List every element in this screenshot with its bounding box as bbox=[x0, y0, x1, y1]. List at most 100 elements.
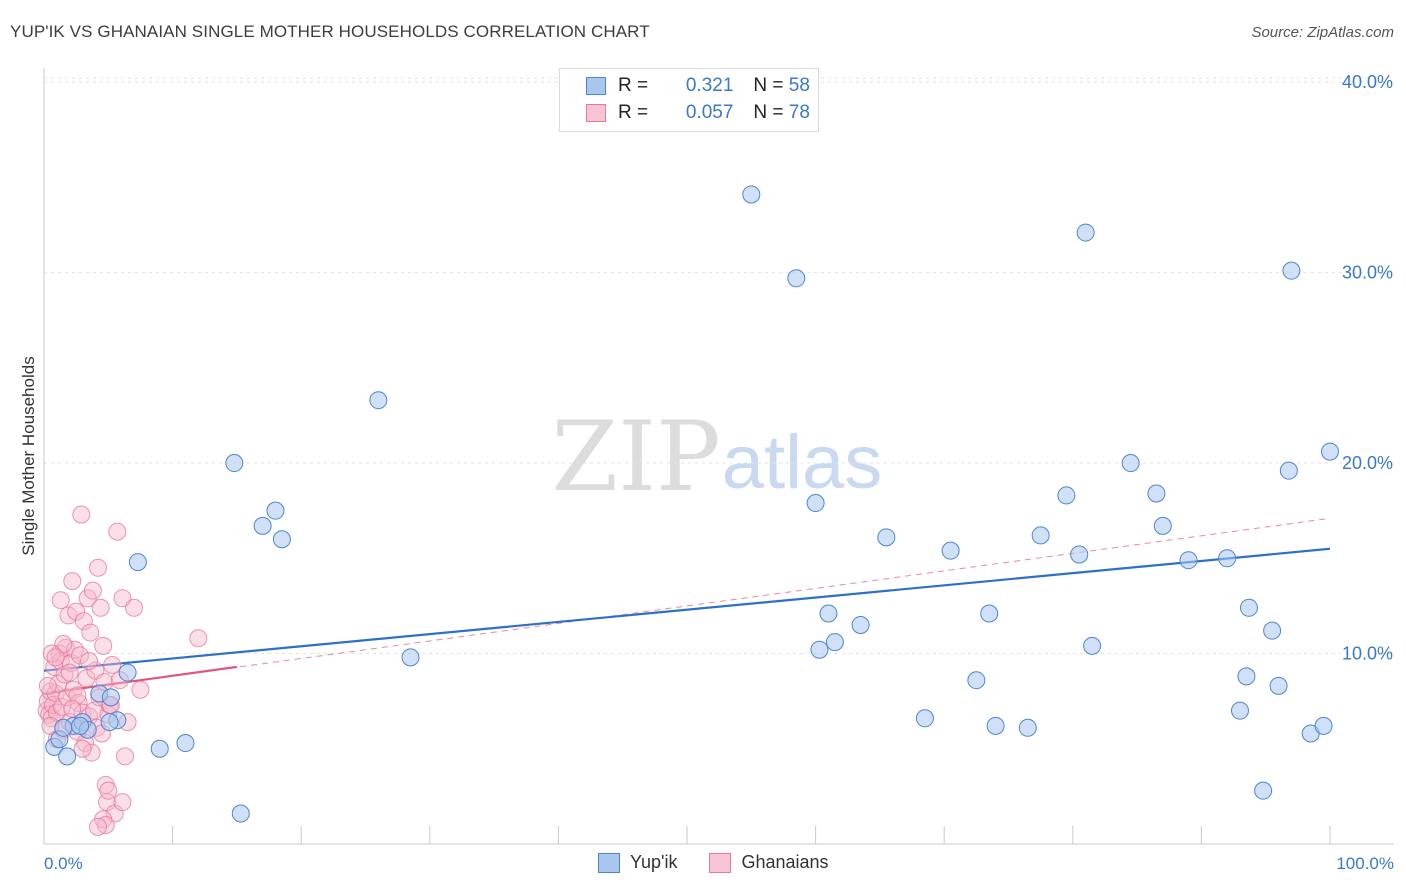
yupik-point bbox=[1179, 551, 1198, 570]
x-tick-label-right: 100.0% bbox=[1336, 854, 1394, 873]
series-label-yupik: Yup'ik bbox=[630, 852, 678, 872]
series-legend-ghanaians: Ghanaians bbox=[709, 852, 829, 873]
yupik-point bbox=[71, 716, 90, 735]
yupik-point bbox=[118, 663, 137, 682]
yupik-point bbox=[100, 713, 119, 732]
legend-n-label: N = bbox=[753, 102, 784, 123]
legend-r-label: R = bbox=[618, 75, 649, 96]
yupik-point bbox=[176, 734, 195, 753]
watermark: ZIP atlas bbox=[551, 401, 882, 513]
watermark-atlas: atlas bbox=[722, 420, 883, 505]
y-axis-label: Single Mother Households bbox=[19, 356, 38, 555]
yupik-point bbox=[941, 541, 960, 560]
ghanaians-point bbox=[82, 743, 101, 762]
legend-n-yupik: 58 bbox=[788, 75, 810, 96]
legend-n-ghanaians: 78 bbox=[788, 102, 810, 123]
legend-r-yupik: 0.321 bbox=[685, 75, 734, 96]
ghanaians-point bbox=[38, 676, 57, 695]
yupik-point bbox=[128, 553, 147, 572]
yupik-point bbox=[877, 528, 896, 547]
legend-swatch-yupik bbox=[586, 77, 606, 95]
yupik-point bbox=[915, 709, 934, 728]
ghanaians-point bbox=[54, 635, 73, 653]
yupik-point bbox=[369, 391, 388, 410]
ghanaians-trend-line bbox=[43, 665, 238, 695]
y-tick-labels: 10.0% 20.0% 30.0% 40.0% bbox=[1342, 72, 1393, 663]
yupik-point bbox=[1263, 621, 1282, 640]
yupik-point bbox=[1083, 636, 1102, 655]
yupik-point bbox=[967, 671, 986, 690]
yupik-trend-line bbox=[43, 547, 1331, 672]
yupik-point bbox=[54, 718, 73, 737]
yupik-point bbox=[980, 604, 999, 623]
ghanaians-point bbox=[71, 646, 90, 665]
yupik-point bbox=[1076, 223, 1095, 242]
ghanaians-point bbox=[189, 629, 208, 648]
yupik-point bbox=[819, 604, 838, 623]
ghanaians-point bbox=[83, 581, 102, 600]
y-tick-label: 10.0% bbox=[1342, 644, 1393, 664]
yupik-point bbox=[1282, 261, 1301, 280]
yupik-point bbox=[58, 747, 77, 766]
ghanaians-point bbox=[81, 623, 100, 642]
yupik-point bbox=[1153, 516, 1172, 535]
yupik-point bbox=[1314, 716, 1333, 735]
x-ticks bbox=[43, 826, 1331, 844]
legend-r-label: R = bbox=[618, 102, 649, 123]
yupik-point bbox=[825, 633, 844, 652]
ghanaians-point bbox=[67, 602, 86, 621]
legend-row-yupik: R = 0.321 N = 58 bbox=[586, 73, 810, 99]
ghanaians-trend-extended bbox=[43, 517, 1331, 695]
ghanaians-point bbox=[60, 663, 79, 682]
ghanaians-point bbox=[125, 598, 144, 617]
yupik-point bbox=[266, 501, 285, 520]
ghanaians-point bbox=[77, 669, 96, 688]
watermark-zip: ZIP bbox=[551, 401, 720, 513]
ghanaians-point bbox=[116, 747, 135, 766]
yupik-point bbox=[225, 454, 244, 473]
yupik-point bbox=[253, 516, 272, 535]
yupik-point bbox=[101, 688, 120, 707]
yupik-point bbox=[787, 269, 806, 288]
trend-lines bbox=[43, 517, 1331, 695]
series-swatch-yupik bbox=[598, 852, 620, 873]
series-legend-yupik: Yup'ik bbox=[598, 852, 677, 873]
yupik-point bbox=[742, 185, 761, 204]
ghanaians-point bbox=[96, 815, 115, 834]
ghanaians-point bbox=[91, 598, 110, 617]
ghanaians-point bbox=[65, 640, 84, 659]
yupik-point bbox=[1121, 454, 1140, 473]
yupik-point bbox=[1147, 484, 1166, 503]
yupik-point bbox=[1254, 781, 1273, 800]
yupik-point bbox=[1218, 549, 1237, 568]
ghanaians-point bbox=[131, 680, 150, 699]
legend-row-ghanaians: R = 0.057 N = 78 bbox=[586, 100, 810, 126]
yupik-point bbox=[1321, 442, 1339, 461]
chart-title: YUP'IK VS GHANAIAN SINGLE MOTHER HOUSEHO… bbox=[10, 22, 650, 41]
y-tick-label: 40.0% bbox=[1342, 72, 1393, 92]
yupik-point bbox=[1237, 667, 1256, 686]
yupik-point bbox=[1031, 526, 1050, 545]
yupik-points bbox=[45, 185, 1339, 823]
ghanaians-point bbox=[46, 648, 65, 667]
correlation-legend: R = 0.321 N = 58 R = 0.057 N = 78 bbox=[559, 68, 819, 132]
ghanaians-point bbox=[99, 781, 118, 800]
ghanaians-point bbox=[113, 793, 132, 812]
yupik-point bbox=[1279, 461, 1298, 480]
legend-r-ghanaians: 0.057 bbox=[685, 102, 734, 123]
yupik-point bbox=[231, 804, 250, 823]
y-tick-label: 20.0% bbox=[1342, 453, 1393, 473]
yupik-point bbox=[272, 530, 291, 549]
ghanaians-point bbox=[73, 739, 92, 758]
ghanaians-point bbox=[89, 558, 108, 577]
yupik-point bbox=[150, 739, 169, 758]
ghanaians-point bbox=[94, 636, 113, 655]
series-swatch-ghanaians bbox=[709, 852, 732, 873]
yupik-point bbox=[806, 494, 825, 513]
ghanaians-point bbox=[51, 591, 70, 610]
yupik-point bbox=[401, 648, 420, 667]
yupik-point bbox=[1269, 676, 1288, 695]
legend-n-label: N = bbox=[753, 75, 784, 96]
y-tick-label: 30.0% bbox=[1342, 263, 1393, 283]
